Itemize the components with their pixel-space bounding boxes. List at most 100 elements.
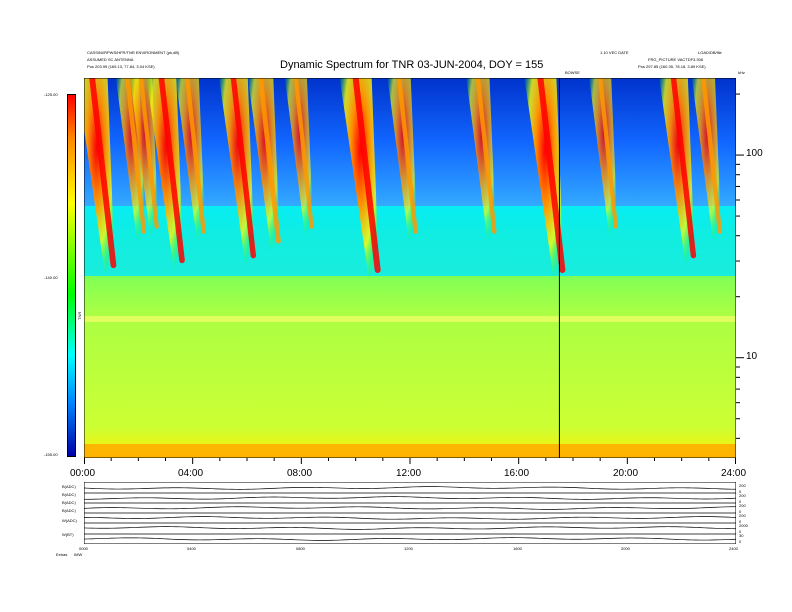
burst-10	[387, 78, 419, 270]
panel-scale-4-top: 200	[739, 513, 746, 518]
panel-scale-5-bottom: 0	[739, 529, 742, 534]
header-right-pos-label: Pos	[638, 64, 645, 69]
burst-layer	[84, 78, 723, 318]
colorbar-tick-bottom: -155.00	[44, 452, 58, 457]
burst-14	[659, 78, 697, 300]
panel-tick-0400: 0400	[187, 546, 196, 551]
event-marker-label: BOWSE	[565, 70, 580, 75]
panel-label-4: B(ADC)	[62, 508, 76, 513]
panel-scale-1-bottom: 0	[739, 489, 742, 494]
header-left-line2: ASSUMED SC ANTENNA	[87, 57, 134, 62]
spectrogram-mid-line	[84, 316, 736, 322]
spectrogram	[84, 78, 736, 458]
panel-scale-2-top: 200	[739, 493, 746, 498]
panel-label-5: W(ADC)	[62, 518, 77, 523]
burst-core-1	[89, 78, 117, 269]
burst-12	[524, 78, 566, 318]
x-tick-label-2400: 24:00	[721, 468, 747, 479]
panel-label-6: W(BT)	[62, 532, 74, 537]
panel-trace-4	[84, 516, 736, 520]
colorbar-tick-mid: -140.00	[44, 275, 58, 280]
burst-core-11	[475, 78, 497, 234]
header-left-line1: CASSINI/RPWS/HFR/TNR ENVIRONMENT (pk,dB)	[87, 50, 180, 55]
header-left-pos-value: 203.99 (169.13, 77.84, 3.04 KSE)	[95, 64, 155, 69]
burst-core-2	[125, 78, 147, 234]
header-right-line1: 1.10 VEC DATE	[600, 50, 629, 55]
panel-tick-1200: 1200	[404, 546, 413, 551]
header-right-line2: FRG_PICTURE VACTDF3.306	[648, 57, 704, 62]
colorbar-label: TNR	[77, 311, 82, 320]
burst-8	[284, 78, 315, 264]
panel-trace-5	[84, 526, 736, 530]
burst-core-3	[138, 78, 159, 229]
burst-5	[175, 78, 207, 270]
footer-left1: Extras	[56, 552, 68, 557]
burst-core-15	[701, 78, 722, 234]
burst-1	[84, 78, 117, 312]
header-left-pos: Pos 203.99 (169.13, 77.84, 3.04 KSE)	[87, 64, 155, 69]
panel-scale-4-bottom: 0	[739, 519, 742, 524]
burst-core-14	[670, 78, 697, 259]
panel-label-3: B(ADC)	[62, 500, 76, 505]
chart-title: Dynamic Spectrum for TNR 03-JUN-2004, DO…	[280, 59, 544, 71]
panel-label-2: B(ADC)	[62, 492, 76, 497]
panel-tick-0800: 0800	[296, 546, 305, 551]
panel-lines	[84, 486, 736, 541]
panel-tick-1600: 1600	[513, 546, 522, 551]
panel-tick-2000: 2000	[621, 546, 630, 551]
footer-left2: IMW	[74, 552, 83, 557]
y-axis	[736, 93, 744, 439]
burst-3	[130, 78, 160, 264]
burst-core-4	[158, 78, 185, 264]
header-right-pos: Pos 297.85 (160.35, 78.18, 3.89 KSE)	[638, 64, 706, 69]
x-axis	[84, 458, 736, 464]
panel-scale-6-bottom: 0	[739, 539, 742, 544]
panel-scale-6-top: 30	[739, 533, 744, 538]
x-tick-label-0400: 04:00	[178, 468, 204, 479]
burst-11	[466, 78, 498, 270]
panel-tick-0000: 0000	[79, 546, 88, 551]
panel-scale-2-bottom: 0	[739, 499, 742, 504]
panel-scale-1-top: 200	[739, 483, 746, 488]
header-right-pos-value: 297.85 (160.35, 78.18, 3.89 KSE)	[646, 64, 706, 69]
burst-core-9	[352, 78, 381, 273]
panel-trace-2	[84, 496, 736, 500]
x-tick-label-0800: 08:00	[287, 468, 313, 479]
colorbar-tick-top: -125.00	[44, 92, 58, 97]
burst-7	[247, 78, 282, 282]
header-left-pos-label: Pos	[87, 64, 94, 69]
burst-core-7	[258, 78, 281, 244]
line-panels	[84, 482, 736, 544]
panel-tick-2400: 2400	[729, 546, 738, 551]
burst-13	[589, 78, 619, 264]
burst-core-5	[185, 78, 206, 234]
burst-6	[219, 78, 257, 300]
burst-core-6	[230, 78, 257, 259]
burst-4	[146, 78, 186, 306]
panel-scale-5-top: 2000	[739, 523, 748, 528]
y-tick-label-10: 10	[746, 350, 758, 362]
panel-scale-3-top: 200	[739, 503, 746, 508]
y-axis-unit: kHz	[738, 70, 745, 75]
spectrogram-bottom-band	[84, 444, 736, 458]
burst-core-10	[396, 78, 418, 234]
y-ticks	[736, 93, 744, 439]
burst-9	[339, 78, 381, 318]
y-tick-label-100: 100	[746, 148, 763, 160]
burst-core-8	[293, 78, 314, 229]
x-tick-label-1600: 16:00	[504, 468, 530, 479]
x-ticks	[84, 458, 736, 464]
panel-label-1: B(ADC)	[62, 484, 76, 489]
burst-core-13	[598, 78, 618, 229]
x-tick-label-0000: 00:00	[70, 468, 96, 479]
panel-trace-1	[84, 486, 736, 490]
x-tick-label-2000: 20:00	[613, 468, 639, 479]
panel-trace-6	[84, 537, 736, 541]
x-tick-label-1200: 12:00	[396, 468, 422, 479]
colorbar	[67, 94, 76, 457]
burst-15	[691, 78, 723, 270]
panel-scale-3-bottom: 0	[739, 509, 742, 514]
header-right-line1b: LOAD/DB/file	[698, 50, 722, 55]
burst-core-12	[537, 78, 566, 273]
panel-trace-3	[84, 506, 736, 510]
